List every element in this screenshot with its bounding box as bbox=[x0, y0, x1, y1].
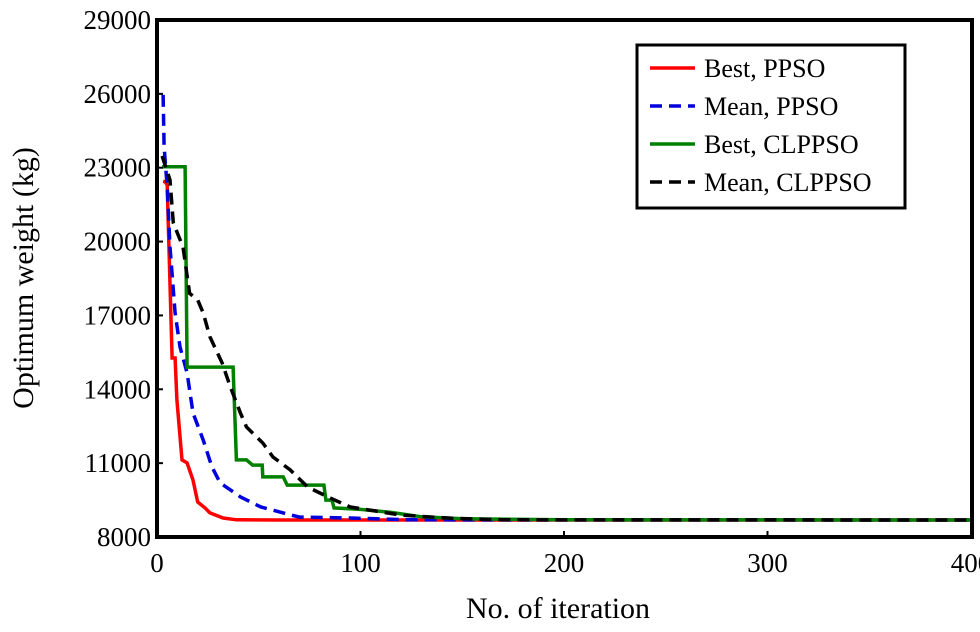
series-line-0 bbox=[162, 179, 971, 522]
x-tick-label: 200 bbox=[544, 548, 585, 578]
y-tick-label: 17000 bbox=[84, 300, 152, 330]
legend-box bbox=[635, 43, 907, 210]
series-line-3 bbox=[160, 155, 972, 522]
x-tick-label: 300 bbox=[747, 548, 788, 578]
x-axis-label: No. of iteration bbox=[466, 592, 650, 625]
x-axis-ticks: 0 100 200 300 400 bbox=[150, 531, 980, 578]
series-lines bbox=[160, 94, 972, 522]
y-tick-label: 26000 bbox=[84, 79, 152, 109]
y-axis-ticks: 8000 11000 14000 17000 20000 23000 26000 29000 bbox=[84, 5, 163, 552]
x-tick-label: 100 bbox=[340, 548, 381, 578]
legend-label-0: Best, PPSO bbox=[704, 54, 825, 83]
y-tick-label: 20000 bbox=[84, 227, 152, 257]
y-tick-label: 14000 bbox=[84, 374, 152, 404]
y-tick-label: 11000 bbox=[85, 448, 152, 478]
legend: Best, PPSO Mean, PPSO Best, CLPPSO Mean, CL… bbox=[635, 43, 907, 210]
x-tick-label: 0 bbox=[150, 548, 164, 578]
series-line-1 bbox=[161, 94, 972, 522]
y-tick-label: 8000 bbox=[97, 522, 151, 552]
legend-label-3: Mean, CLPPSO bbox=[704, 168, 872, 197]
y-tick-label: 29000 bbox=[84, 5, 152, 35]
legend-label-1: Mean, PPSO bbox=[704, 92, 838, 121]
x-tick-label: 400 bbox=[951, 548, 980, 578]
y-axis-label: Optimum weight (kg) bbox=[7, 147, 40, 409]
legend-label-2: Best, CLPPSO bbox=[704, 130, 859, 159]
y-tick-label: 23000 bbox=[84, 153, 152, 183]
